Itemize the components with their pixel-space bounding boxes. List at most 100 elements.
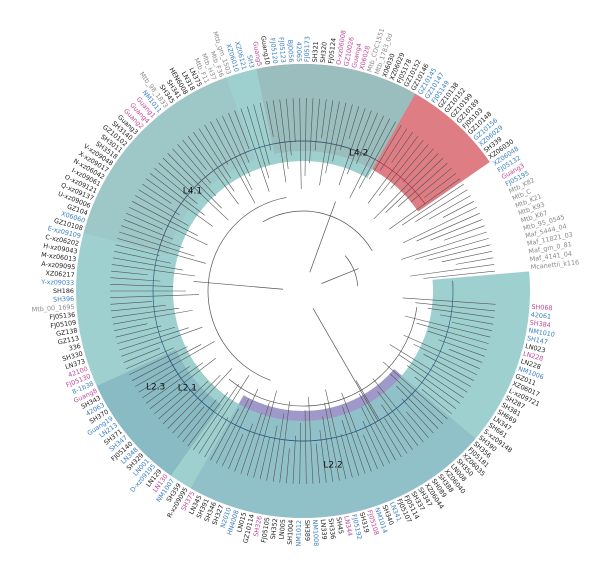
- leaf-label: GZ138: [56, 326, 79, 338]
- branch: [338, 108, 366, 186]
- clade-labels: L2.2 L2.1 L4.1 L4.2 L2.3: [146, 149, 368, 471]
- branch: [341, 420, 360, 476]
- clade-label: L2.1: [178, 384, 197, 394]
- branch: [115, 244, 160, 256]
- branch: [216, 118, 253, 191]
- branch: [198, 128, 231, 179]
- branch: [210, 408, 239, 461]
- branch: [402, 206, 478, 244]
- branch: [228, 112, 250, 163]
- backbone-arc: [228, 306, 418, 407]
- branch: [441, 251, 492, 263]
- branch: [347, 110, 372, 175]
- clade-arc: [152, 140, 454, 442]
- branch: [309, 98, 314, 164]
- branch: [389, 344, 468, 393]
- branch: [128, 206, 208, 246]
- branch: [397, 162, 448, 208]
- branch: [128, 346, 188, 376]
- branch: [444, 225, 485, 241]
- branch: [427, 308, 495, 318]
- clade-label: L2.2: [323, 460, 342, 470]
- branch: [111, 307, 180, 318]
- leaf-label: 42061: [530, 311, 551, 321]
- branch: [149, 173, 205, 216]
- branch: [149, 357, 217, 409]
- branch: [438, 339, 485, 357]
- branch: [451, 321, 492, 331]
- branch: [142, 183, 172, 204]
- branch: [110, 277, 161, 282]
- leaf-label: SH068: [531, 303, 553, 312]
- clade-band-l2-3: [76, 63, 531, 518]
- branch: [253, 104, 270, 165]
- branch: [406, 411, 429, 438]
- clade-label: L2.3: [146, 382, 165, 392]
- branch: [177, 144, 211, 184]
- branch: [286, 98, 292, 156]
- branch: [177, 406, 205, 438]
- leaf-label: SH396: [53, 295, 74, 304]
- branch: [356, 112, 378, 164]
- branch: [402, 148, 434, 183]
- branch: [114, 251, 171, 264]
- backbone-branch: [321, 268, 359, 284]
- branch: [234, 423, 253, 472]
- branch: [325, 389, 347, 480]
- branch: [158, 386, 196, 420]
- backbone-arc: [344, 255, 359, 287]
- branch: [167, 374, 221, 429]
- leaf-label: NM1008: [311, 519, 320, 546]
- branch: [332, 102, 347, 162]
- branch: [363, 434, 378, 470]
- clade-label: L4.2: [349, 149, 368, 159]
- branch: [358, 393, 396, 461]
- leaf-label: SH321: [311, 41, 320, 62]
- branch: [427, 330, 487, 351]
- branch: [121, 225, 184, 249]
- branch: [222, 388, 259, 467]
- leaf-label: 336: [68, 342, 82, 353]
- branch: [416, 322, 489, 344]
- leaf-label: FJ05123: [277, 37, 287, 63]
- branch: [373, 153, 439, 220]
- branch: [416, 213, 480, 242]
- backbone-branch: [309, 201, 336, 273]
- leaf-label: SH1004: [286, 519, 295, 545]
- branch: [292, 435, 296, 484]
- branch: [390, 144, 429, 189]
- leaf-label: FJ05109: [50, 319, 77, 330]
- leaf-label: XZ06217: [45, 269, 75, 279]
- branch: [110, 284, 174, 287]
- branch: [272, 413, 285, 482]
- branch: [228, 433, 244, 470]
- branch: [396, 385, 439, 429]
- branch: [428, 195, 471, 220]
- branch: [187, 135, 239, 205]
- branch: [131, 201, 198, 236]
- leaf-labels: SH06842061SH384NM1010SH147LN023LN228LN22…: [31, 27, 579, 546]
- leaf-label: FJ05173: [303, 36, 311, 62]
- branch: [342, 406, 366, 474]
- tree-branches: [110, 98, 496, 484]
- branch: [304, 98, 307, 177]
- branch: [402, 297, 496, 305]
- branch: [430, 219, 483, 241]
- leaf-label: Y-xz09033: [40, 278, 74, 287]
- branch: [377, 391, 419, 447]
- branch: [432, 364, 471, 387]
- branch: [406, 365, 461, 404]
- branch: [272, 100, 287, 183]
- branch: [292, 98, 296, 143]
- branch: [424, 173, 457, 198]
- leaf-label: SH186: [53, 287, 74, 295]
- branch: [145, 178, 213, 227]
- branch: [299, 98, 302, 190]
- branch: [315, 443, 320, 484]
- branch: [246, 106, 270, 179]
- branch: [246, 401, 270, 476]
- branch: [135, 195, 189, 226]
- leaf-label: Mtb_00_1695: [31, 303, 74, 314]
- branch: [423, 270, 495, 279]
